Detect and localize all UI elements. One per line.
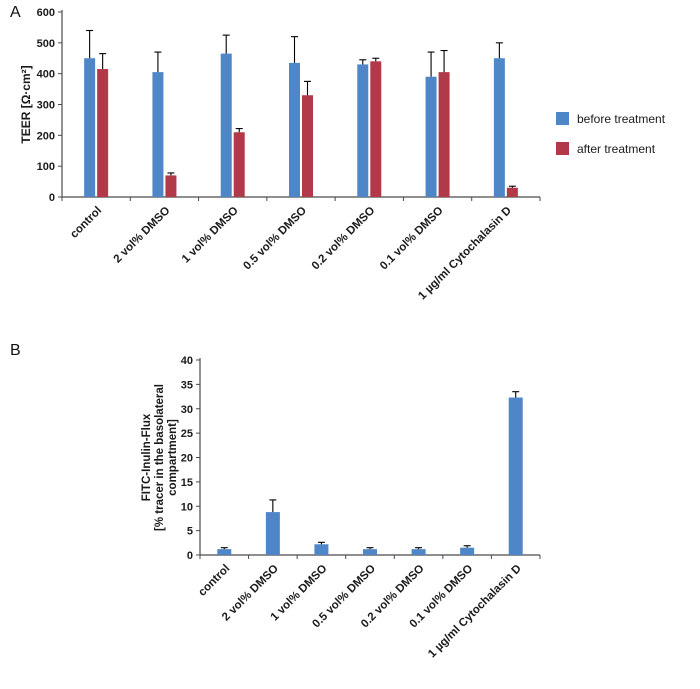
y-tick-label: 500 bbox=[37, 38, 55, 50]
y-axis-title: FITC-Inulin-Flux bbox=[141, 413, 153, 501]
bar-before bbox=[411, 549, 426, 555]
teer-bar-chart: 0 100 200 300 400 500 600 control 2 vol% DMSO 1 v… bbox=[19, 7, 666, 302]
bar-before bbox=[289, 62, 300, 197]
y-axis-title: [% tracer in the basolateral bbox=[154, 384, 166, 531]
legend-label: after treatment bbox=[577, 142, 656, 156]
y-tick-label: 0 bbox=[187, 550, 193, 562]
bar-before bbox=[220, 53, 232, 197]
bar-after bbox=[370, 61, 382, 198]
bar-after bbox=[97, 69, 109, 197]
y-tick-label: 40 bbox=[181, 355, 193, 367]
y-tick-label: 25 bbox=[181, 428, 193, 440]
y-tick-label: 10 bbox=[181, 501, 193, 513]
bar-before bbox=[508, 397, 523, 555]
bar-after bbox=[506, 187, 518, 197]
x-category-label: 2 vol% DMSO bbox=[112, 205, 173, 266]
bar-after bbox=[302, 95, 313, 197]
bar-before bbox=[84, 58, 96, 197]
panel-a-label: A bbox=[10, 4, 21, 21]
y-tick-label: 15 bbox=[181, 477, 193, 489]
x-category-label: 0.1 vol% DMSO bbox=[378, 205, 446, 273]
y-axis-title: TEER [Ω·cm²] bbox=[19, 65, 33, 143]
x-category-label: 0.2 vol% DMSO bbox=[310, 205, 378, 273]
x-category-label: control bbox=[196, 563, 232, 599]
bar-before bbox=[152, 72, 164, 197]
x-category-label: 0.5 vol% DMSO bbox=[241, 205, 309, 273]
bar-before bbox=[493, 58, 505, 197]
bar-after bbox=[438, 72, 450, 197]
bar-before bbox=[265, 512, 280, 555]
bar-before bbox=[425, 76, 437, 197]
y-tick-label: 600 bbox=[37, 7, 55, 19]
panel-b-label: B bbox=[10, 342, 21, 359]
bar-before bbox=[314, 544, 329, 555]
bar-before bbox=[460, 547, 475, 555]
x-category-label: 1 vol% DMSO bbox=[180, 205, 241, 266]
y-tick-label: 5 bbox=[187, 526, 193, 538]
y-tick-label: 20 bbox=[181, 453, 193, 465]
bar-after bbox=[165, 175, 177, 197]
bar-after bbox=[233, 132, 245, 197]
legend-swatch-after bbox=[556, 142, 569, 155]
bar-before bbox=[357, 64, 369, 198]
x-category-label: 1 µg/ml Cytochalasin D bbox=[426, 563, 524, 661]
x-category-label: control bbox=[68, 205, 104, 241]
y-tick-label: 200 bbox=[37, 130, 55, 142]
y-axis-title: compartment] bbox=[167, 419, 179, 496]
legend-swatch-before bbox=[556, 112, 569, 125]
y-tick-label: 30 bbox=[181, 404, 193, 416]
y-tick-label: 35 bbox=[181, 379, 193, 391]
y-tick-label: 300 bbox=[37, 100, 55, 112]
y-tick-label: 400 bbox=[37, 69, 55, 81]
y-tick-label: 100 bbox=[37, 161, 55, 173]
bar-before bbox=[217, 549, 232, 555]
bar-before bbox=[363, 549, 377, 555]
y-tick-label: 0 bbox=[49, 192, 55, 204]
legend-label: before treatment bbox=[577, 112, 666, 126]
